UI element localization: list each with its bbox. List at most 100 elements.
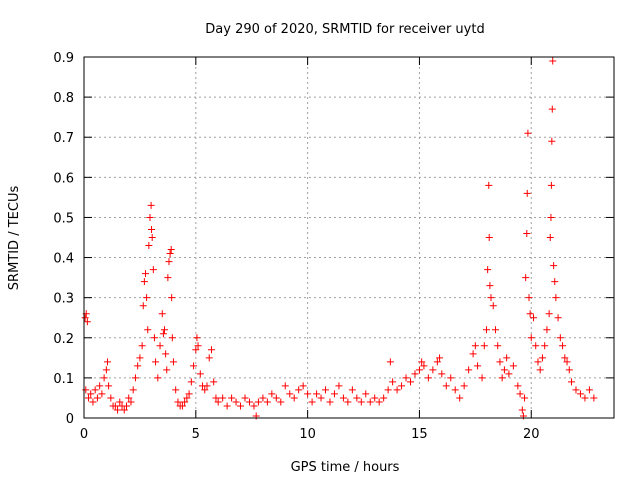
x-tick-label: 0 [80,427,88,442]
data-point [420,362,428,370]
data-point [353,394,361,402]
data-point [485,234,493,241]
data-point [192,346,200,354]
y-tick-label: 0.5 [53,211,74,226]
data-point [263,398,271,406]
data-point [556,334,564,342]
data-point [486,282,494,290]
data-point [348,386,356,394]
data-point [433,358,441,366]
data-point [550,262,558,270]
data-point [568,378,576,386]
data-point [181,398,189,406]
data-point [308,398,316,406]
y-tick-label: 0.2 [53,332,74,347]
data-point [386,358,394,366]
data-point [326,398,334,406]
data-point [546,234,554,241]
data-point [131,374,139,382]
data-point [487,294,495,302]
data-point [141,270,149,278]
data-point [322,386,330,394]
data-points [81,57,598,420]
x-axis-label: GPS time / hours [291,460,400,475]
data-point [339,394,347,402]
y-tick-label: 0.1 [53,372,74,387]
data-point [98,390,106,398]
data-point [290,394,298,402]
x-tick-label: 10 [299,427,316,442]
data-point [456,394,464,402]
data-point [304,390,312,398]
data-point [563,358,571,366]
data-point [105,382,113,390]
data-point [147,201,155,209]
data-point [166,250,174,258]
data-point [549,57,557,65]
data-point [393,386,401,394]
data-point [148,225,156,233]
data-point [254,398,262,406]
data-point [491,326,499,334]
data-point [150,334,158,342]
data-point [201,386,209,394]
data-point [424,374,432,382]
data-point [478,374,486,382]
data-point [313,390,321,398]
data-point [81,314,89,322]
x-tick-label: 15 [411,427,428,442]
data-point [134,362,142,370]
data-point [129,386,137,394]
data-point [547,181,555,189]
data-point [114,406,122,414]
data-point [548,137,556,145]
data-point [143,294,151,302]
data-point [83,318,91,326]
data-point [228,394,236,402]
data-point [389,378,397,386]
data-point [219,394,227,402]
data-point [158,310,166,318]
y-tick-label: 0.9 [53,51,74,66]
data-point [96,382,104,390]
data-point [371,394,379,402]
data-point [494,342,502,350]
data-point [127,398,135,406]
data-point [384,386,392,394]
data-point [538,354,546,362]
data-point [168,334,176,342]
data-point [125,394,133,402]
data-point [250,402,258,410]
data-point [489,302,497,310]
data-point [474,362,482,370]
data-point [442,382,450,390]
data-point [521,394,529,402]
data-point [185,390,193,398]
data-point [154,374,162,382]
data-point [152,358,160,366]
data-point [547,213,555,221]
data-point [518,406,526,414]
data-point [145,242,153,250]
data-point [120,406,128,414]
plot-frame [83,56,615,419]
data-point [524,129,532,137]
data-point [190,362,198,370]
data-point [398,382,406,390]
x-tick-label: 20 [523,427,540,442]
data-point [299,382,307,390]
data-point [460,382,468,390]
data-point [146,213,154,221]
y-tick-label: 0.4 [53,252,74,267]
data-point [136,354,144,362]
data-point [183,394,191,402]
y-axis-label: SRMTID / TECUs [7,186,22,291]
y-tick-label: 0.3 [53,292,74,307]
data-point [418,358,426,366]
data-point [532,342,540,350]
data-point [272,394,280,402]
data-point [144,326,152,334]
data-point [559,342,567,350]
data-point [429,366,437,374]
